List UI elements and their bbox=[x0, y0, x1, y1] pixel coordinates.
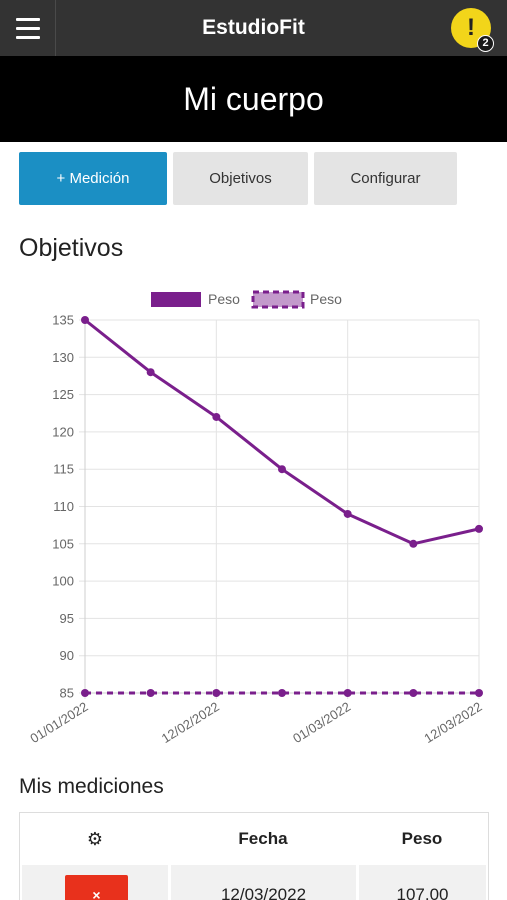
table-row: × 12/03/2022 107.00 bbox=[20, 865, 488, 900]
legend-label: Peso bbox=[310, 291, 342, 307]
gear-icon[interactable]: ⚙ bbox=[86, 829, 104, 849]
goals-button[interactable]: Objetivos bbox=[173, 152, 308, 205]
series-2-point bbox=[212, 689, 221, 697]
exclamation-icon[interactable]: ! bbox=[451, 8, 491, 48]
row-date: 12/03/2022 bbox=[171, 865, 356, 900]
section-title: Objetivos bbox=[19, 234, 124, 262]
measurements-table: ⚙ Fecha Peso × 12/03/2022 107.00 bbox=[19, 812, 489, 900]
y-tick-label: 100 bbox=[52, 574, 74, 589]
series-2-point bbox=[409, 689, 418, 697]
legend-swatch bbox=[251, 290, 305, 309]
y-tick-label: 90 bbox=[60, 648, 74, 663]
row-weight: 107.00 bbox=[359, 865, 486, 900]
add-measurement-button[interactable]: + Medición bbox=[19, 152, 167, 205]
y-tick-label: 85 bbox=[60, 686, 74, 701]
delete-button[interactable]: × bbox=[65, 875, 128, 900]
y-tick-label: 115 bbox=[53, 462, 74, 477]
hamburger-menu-icon[interactable] bbox=[0, 0, 56, 56]
row-actions-cell: × bbox=[22, 865, 168, 900]
series-1-point bbox=[212, 412, 221, 421]
column-header-date: Fecha bbox=[238, 829, 288, 848]
series-2-point bbox=[146, 689, 155, 697]
menu-line bbox=[15, 26, 40, 30]
y-tick-label: 95 bbox=[60, 611, 74, 626]
notification-count-badge: 2 bbox=[477, 35, 494, 52]
series-1-point bbox=[278, 465, 286, 474]
y-tick-label: 110 bbox=[53, 499, 74, 514]
series-2-point bbox=[81, 689, 89, 697]
menu-line bbox=[15, 35, 40, 39]
y-tick-label: 130 bbox=[52, 350, 74, 365]
weight-goals-chart: 135 130 125 120 115 110 105 100 95 90 8501/01/2022… bbox=[27, 290, 485, 746]
series-2-point bbox=[343, 689, 352, 697]
top-navbar: EstudioFit ! 2 bbox=[0, 0, 507, 56]
x-tick-label: 01/01/2022 bbox=[27, 699, 90, 746]
x-tick-label: 12/03/2022 bbox=[421, 699, 484, 746]
column-header-weight: Peso bbox=[401, 829, 443, 848]
y-tick-label: 105 bbox=[52, 536, 74, 551]
legend-label: Peso bbox=[208, 291, 240, 307]
series-1-point bbox=[81, 316, 89, 324]
series-1-point bbox=[409, 539, 418, 548]
page-title: Mi cuerpo bbox=[0, 56, 507, 142]
menu-line bbox=[15, 17, 40, 21]
series-1-point bbox=[146, 368, 155, 377]
series-1-point bbox=[343, 509, 352, 518]
measurements-title: Mis mediciones bbox=[19, 775, 164, 798]
y-tick-label: 125 bbox=[52, 387, 74, 402]
series-1-point bbox=[475, 524, 483, 533]
table-header: ⚙ Fecha Peso bbox=[20, 813, 488, 865]
x-tick-label: 01/03/2022 bbox=[290, 699, 353, 746]
y-tick-label: 135 bbox=[52, 313, 74, 328]
series-2-point bbox=[278, 689, 286, 697]
x-tick-label: 12/02/2022 bbox=[159, 699, 222, 746]
legend-swatch bbox=[151, 292, 201, 307]
configure-button[interactable]: Configurar bbox=[314, 152, 457, 205]
y-tick-label: 120 bbox=[52, 424, 74, 439]
series-2-point bbox=[475, 689, 483, 697]
app-title: EstudioFit bbox=[202, 16, 305, 39]
